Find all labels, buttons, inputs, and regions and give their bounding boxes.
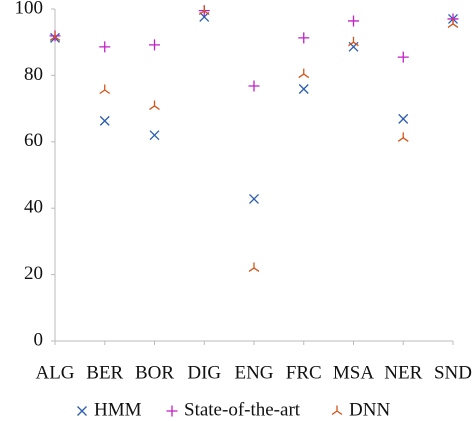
legend-marker	[331, 405, 343, 416]
x-tick-label: DIG	[187, 362, 221, 383]
point	[199, 12, 210, 22]
point	[447, 18, 459, 28]
y-tick-label: 80	[24, 64, 43, 85]
point	[198, 5, 210, 16]
point	[149, 130, 160, 141]
point	[99, 41, 111, 53]
y-tick-label: 60	[24, 130, 43, 151]
x-tick-label: MSA	[333, 362, 374, 383]
point	[348, 15, 359, 27]
point	[348, 36, 359, 47]
x-tick-label: BER	[86, 362, 123, 383]
point	[248, 80, 260, 92]
x-tick-label: FRC	[286, 362, 322, 383]
legend-marker	[77, 406, 87, 416]
point	[298, 32, 310, 44]
point	[249, 193, 259, 204]
legend-label: DNN	[349, 399, 390, 420]
point	[49, 31, 61, 41]
x-tick-label: NER	[384, 362, 422, 383]
legend-label: State-of-the-art	[184, 399, 301, 420]
point	[298, 84, 309, 94]
point	[149, 39, 160, 51]
point	[99, 84, 111, 95]
point	[398, 113, 409, 124]
point	[99, 115, 110, 126]
y-tick-label: 100	[15, 0, 44, 18]
point	[298, 68, 310, 79]
y-tick-label: 0	[34, 329, 44, 350]
point	[149, 100, 160, 110]
legend-label: HMM	[94, 399, 142, 420]
point	[397, 132, 409, 142]
x-tick-label: ALG	[35, 362, 74, 383]
x-tick-label: BOR	[135, 362, 174, 383]
point	[248, 262, 260, 272]
x-tick-label: ENG	[234, 362, 273, 383]
point	[397, 51, 409, 63]
legend-marker	[166, 405, 178, 417]
x-tick-label: SND	[434, 362, 472, 383]
y-tick-label: 20	[24, 263, 43, 284]
y-tick-label: 40	[24, 197, 43, 218]
